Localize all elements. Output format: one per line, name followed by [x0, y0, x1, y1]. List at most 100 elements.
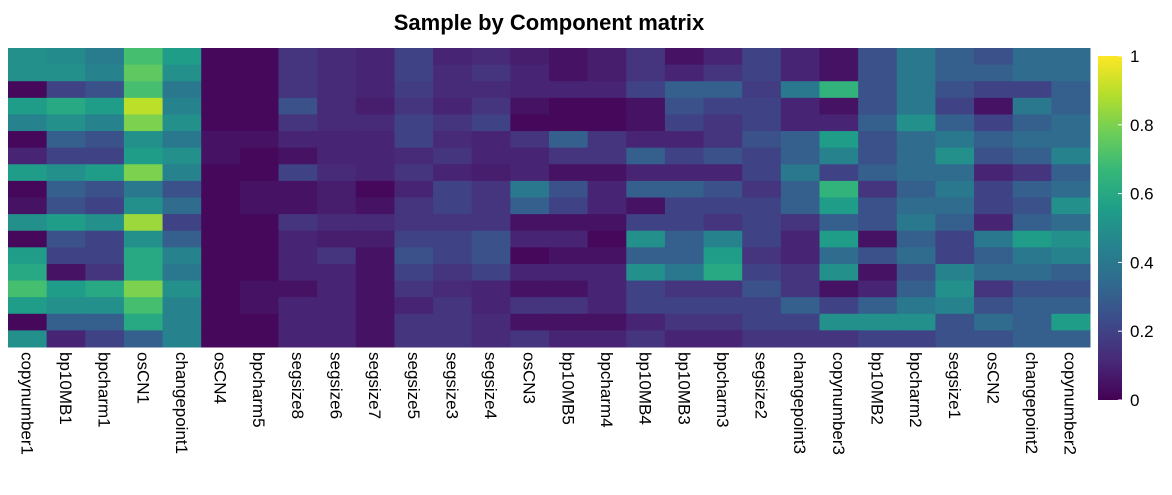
heatmap-cell — [85, 81, 125, 99]
heatmap-cell — [162, 131, 202, 149]
heatmap-cell — [46, 164, 86, 182]
heatmap-cell — [1012, 280, 1052, 298]
heatmap-cell — [239, 247, 279, 265]
heatmap-cell — [510, 164, 550, 182]
heatmap-cell — [819, 81, 859, 99]
heatmap-cell — [317, 97, 357, 115]
heatmap-cell — [587, 197, 627, 215]
heatmap-cell — [317, 131, 357, 149]
heatmap-cell — [626, 263, 666, 282]
heatmap-cell — [703, 147, 743, 165]
heatmap-cell — [162, 280, 202, 298]
heatmap-cell — [974, 313, 1014, 331]
x-tick-label: segsize8 — [288, 352, 307, 419]
heatmap-cell — [858, 97, 898, 115]
heatmap-cell — [742, 48, 782, 66]
heatmap-cell — [123, 247, 164, 265]
heatmap-cell — [239, 214, 279, 232]
heatmap-cell — [1012, 247, 1052, 265]
heatmap-cell — [123, 97, 164, 115]
heatmap-cell — [587, 147, 627, 165]
heatmap-cell — [974, 247, 1014, 265]
heatmap-cell — [780, 97, 820, 115]
heatmap-cell — [510, 297, 550, 315]
heatmap-cell — [46, 147, 86, 165]
heatmap-cell — [317, 81, 357, 99]
heatmap-cell — [8, 131, 48, 149]
heatmap-cell — [278, 230, 318, 248]
heatmap-cell — [278, 313, 318, 331]
heatmap-cell — [201, 164, 241, 182]
heatmap-cell — [1051, 131, 1091, 149]
heatmap-cell — [1051, 180, 1091, 198]
heatmap-cell — [896, 197, 936, 215]
heatmap-cell — [162, 263, 202, 282]
heatmap-cell — [355, 81, 395, 99]
heatmap-cell — [780, 230, 820, 248]
heatmap-cell — [703, 197, 743, 215]
heatmap-cell — [510, 147, 550, 165]
heatmap-cell — [201, 64, 241, 82]
heatmap-cell — [1051, 313, 1091, 331]
heatmap-cell — [317, 197, 357, 215]
heatmap-cell — [123, 214, 164, 232]
heatmap-cell — [858, 64, 898, 82]
x-tick-label: copynumber2 — [1061, 352, 1080, 455]
heatmap-cell — [123, 313, 164, 331]
heatmap-cell — [162, 48, 202, 66]
heatmap-cell — [317, 114, 357, 132]
heatmap-cell — [355, 330, 395, 348]
heatmap-cell — [239, 147, 279, 165]
heatmap-cell — [896, 263, 936, 282]
heatmap-cell — [355, 297, 395, 315]
heatmap-cell — [664, 64, 705, 82]
heatmap-cell — [549, 81, 589, 99]
heatmap-cell — [1012, 297, 1052, 315]
heatmap-cell — [549, 97, 589, 115]
heatmap-cell — [896, 280, 936, 298]
heatmap-cell — [974, 330, 1014, 348]
heatmap-cell — [974, 131, 1014, 149]
heatmap-cell — [858, 214, 898, 232]
heatmap-cell — [85, 297, 125, 315]
x-tick-label: segsize1 — [945, 352, 964, 419]
heatmap-cell — [317, 313, 357, 331]
heatmap-cell — [819, 230, 859, 248]
heatmap-cell — [433, 164, 473, 182]
heatmap-cell — [1012, 263, 1052, 282]
heatmap-cell — [819, 164, 859, 182]
heatmap-cell — [46, 97, 86, 115]
heatmap-cell — [433, 81, 473, 99]
heatmap-cell — [85, 230, 125, 248]
heatmap-cell — [162, 330, 202, 348]
heatmap-cell — [780, 280, 820, 298]
heatmap-cell — [780, 313, 820, 331]
heatmap-cell — [394, 330, 434, 348]
heatmap-cell — [626, 131, 666, 149]
heatmap-cell — [974, 147, 1014, 165]
heatmap-cell — [780, 263, 820, 282]
heatmap-cell — [355, 180, 395, 198]
heatmap-cell — [394, 164, 434, 182]
heatmap-cell — [8, 164, 48, 182]
heatmap-cell — [742, 313, 782, 331]
heatmap-cell — [742, 180, 782, 198]
heatmap-cell — [935, 147, 975, 165]
heatmap-cell — [355, 280, 395, 298]
heatmap-cell — [780, 147, 820, 165]
heatmap-cell — [85, 247, 125, 265]
heatmap-cell — [85, 180, 125, 198]
heatmap-cell — [549, 330, 589, 348]
colorbar-tick-label: 0.8 — [1130, 116, 1154, 135]
heatmap-cell — [278, 48, 318, 66]
heatmap-cell — [471, 280, 511, 298]
heatmap-cell — [742, 64, 782, 82]
heatmap-cell — [780, 330, 820, 348]
heatmap-cell — [85, 197, 125, 215]
heatmap-cell — [46, 330, 86, 348]
x-tick-label: segsize4 — [481, 352, 500, 419]
x-tick-label: segsize5 — [404, 352, 423, 419]
heatmap-cell — [317, 147, 357, 165]
heatmap-cell — [1012, 48, 1052, 66]
heatmap-cell — [162, 164, 202, 182]
